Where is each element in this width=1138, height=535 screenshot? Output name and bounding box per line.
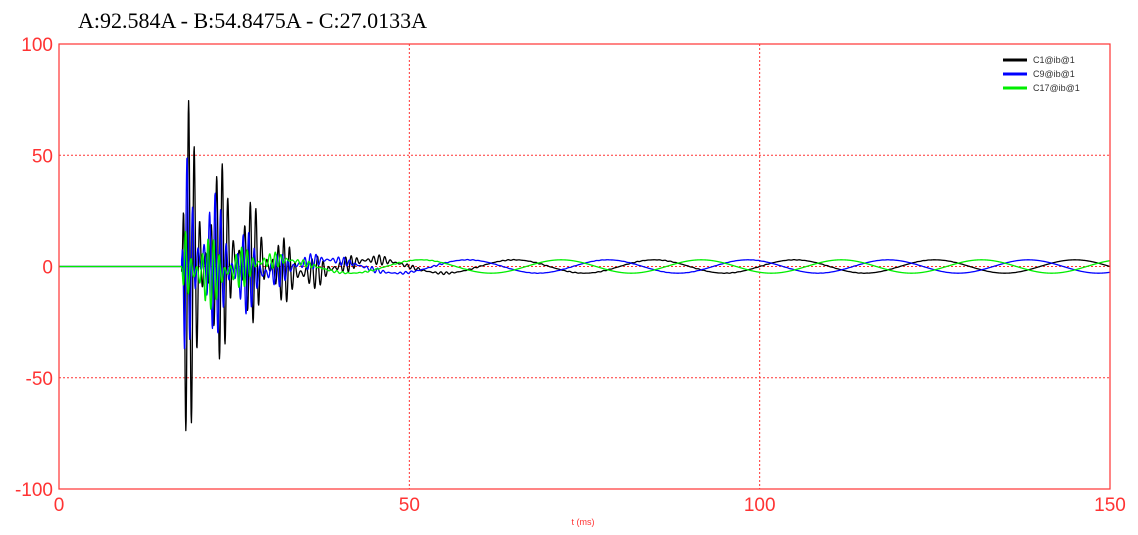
x-tick-label-3: 150 bbox=[1094, 495, 1126, 516]
series-line-2 bbox=[59, 230, 1111, 310]
y-tick-label-3: 50 bbox=[32, 146, 53, 167]
legend-label-2: C17@ib@1 bbox=[1033, 83, 1080, 93]
series-group bbox=[59, 100, 1111, 432]
y-tick-label-0: -100 bbox=[15, 480, 53, 501]
legend-label-1: C9@ib@1 bbox=[1033, 69, 1075, 79]
tick-labels: -100 -50 0 50 100 0 50 100 150 bbox=[15, 35, 1126, 516]
chart-title: A:92.584A - B:54.8475A - C:27.0133A bbox=[78, 8, 427, 33]
x-tick-label-2: 100 bbox=[744, 495, 776, 516]
legend-label-0: C1@ib@1 bbox=[1033, 55, 1075, 65]
series-line-0 bbox=[59, 100, 1111, 432]
plot-frame bbox=[58, 43, 1111, 490]
y-tick-label-1: -50 bbox=[26, 369, 53, 390]
y-tick-label-2: 0 bbox=[42, 258, 53, 279]
series-line-1 bbox=[59, 157, 1111, 350]
grid bbox=[59, 44, 1110, 489]
x-axis-label: t (ms) bbox=[572, 517, 595, 527]
legend: C1@ib@1 C9@ib@1 C17@ib@1 bbox=[1003, 55, 1080, 93]
y-tick-label-4: 100 bbox=[21, 35, 53, 56]
x-tick-label-1: 50 bbox=[399, 495, 420, 516]
x-tick-label-0: 0 bbox=[54, 495, 65, 516]
